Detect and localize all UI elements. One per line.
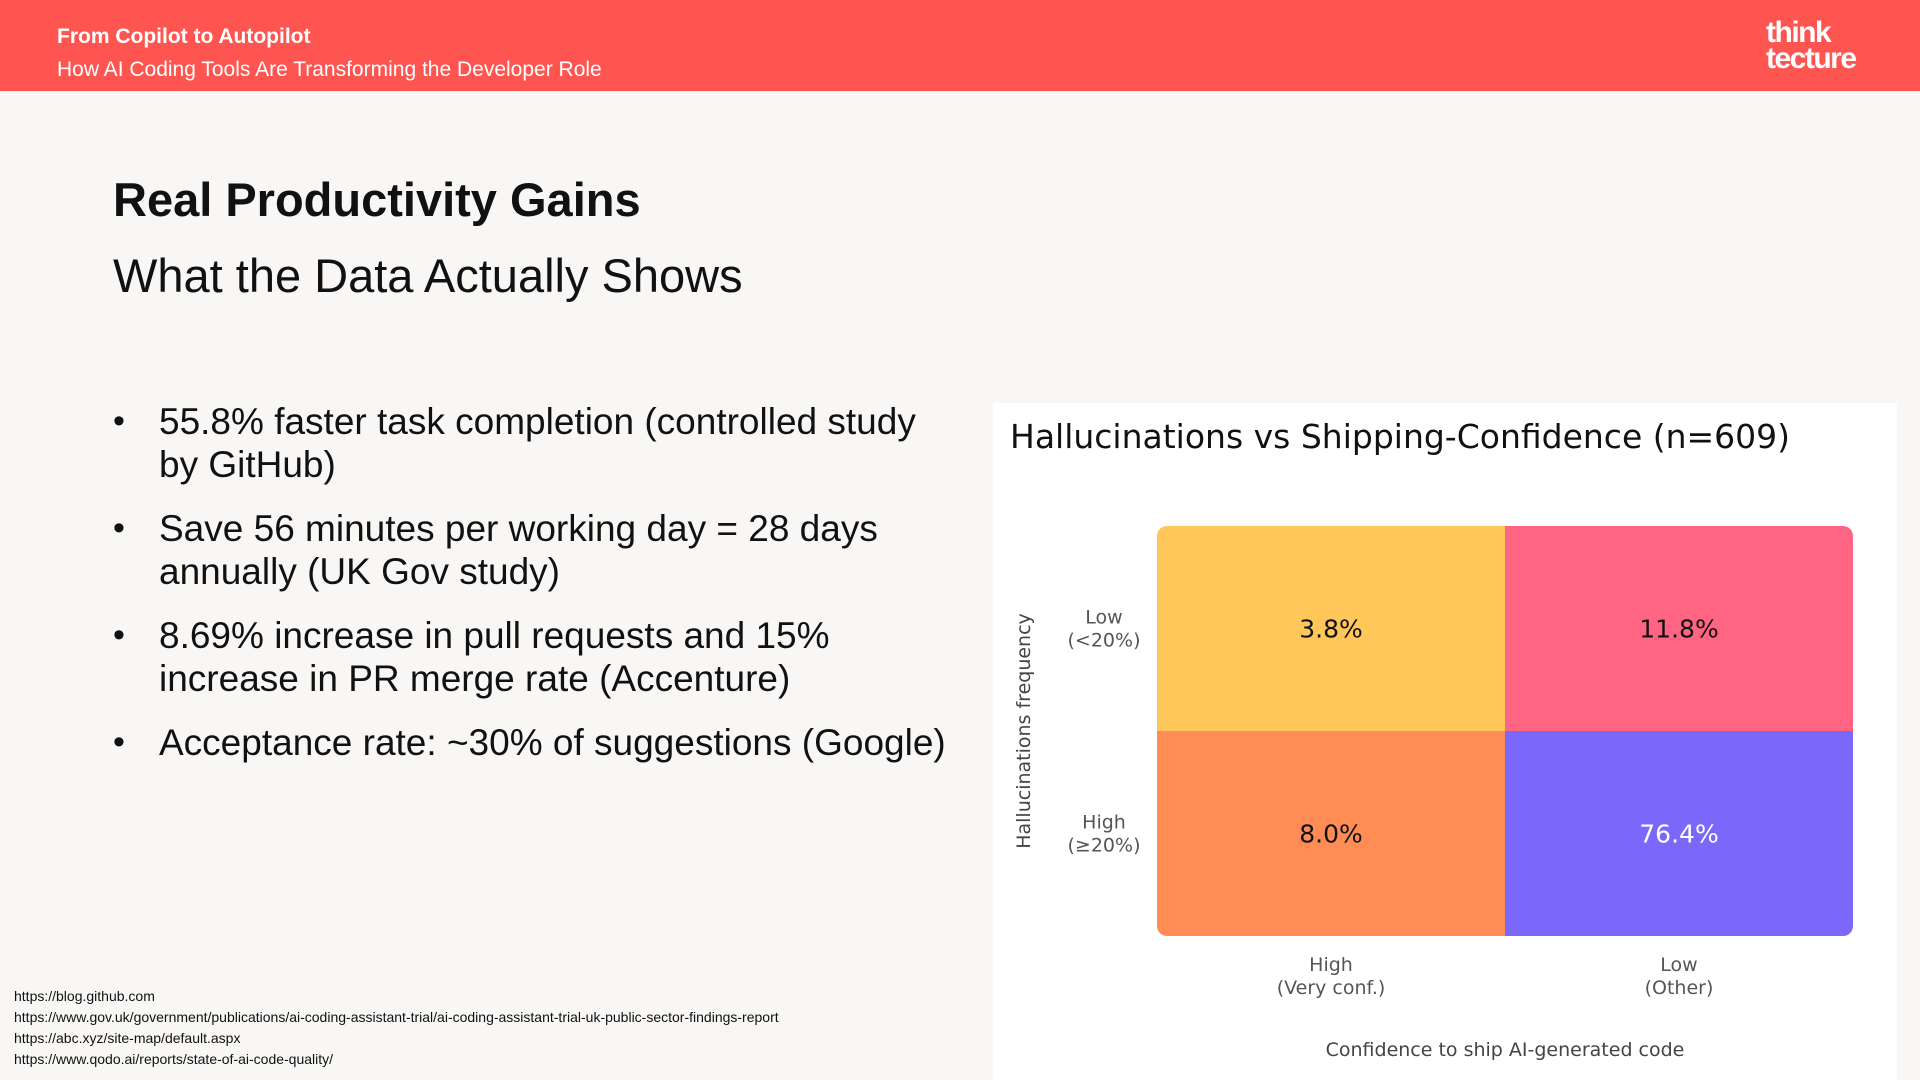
x-tick-label: (Very conf.) bbox=[1277, 977, 1386, 999]
bullet-text: 55.8% faster task completion (controlled… bbox=[159, 401, 916, 485]
heatmap-cell-label: 3.8% bbox=[1299, 615, 1363, 644]
heatmap-cell-label: 8.0% bbox=[1299, 820, 1363, 849]
heatmap-chart: Hallucinations vs Shipping-Confidence (n… bbox=[1010, 417, 1853, 1061]
slide-title: Real Productivity Gains bbox=[113, 173, 641, 226]
x-tick-label: Low bbox=[1660, 954, 1697, 976]
y-axis-label: Hallucinations frequency bbox=[1013, 613, 1035, 849]
thinktecture-logo: think tecture bbox=[1766, 16, 1857, 75]
bullet-item: • 8.69% increase in pull requests and 15%… bbox=[113, 614, 963, 700]
bullet-text: 8.69% increase in pull requests and 15% … bbox=[159, 615, 830, 699]
bullet-item: • 55.8% faster task completion (controlle… bbox=[113, 400, 963, 486]
heatmap-grid bbox=[1157, 526, 1853, 936]
heatmap-cell bbox=[1157, 731, 1505, 936]
bullet-list: • 55.8% faster task completion (controlle… bbox=[113, 400, 963, 785]
heatmap-cell-label: 11.8% bbox=[1639, 615, 1718, 644]
x-tick-label: (Other) bbox=[1645, 977, 1714, 999]
y-tick-label: (<20%) bbox=[1068, 630, 1141, 652]
bullet-item: • Save 56 minutes per working day = 28 da… bbox=[113, 507, 963, 593]
source-link[interactable]: https://blog.github.com bbox=[14, 988, 155, 1004]
heatmap-chart-panel: Hallucinations vs Shipping-Confidence (n… bbox=[993, 403, 1897, 1080]
logo-line-2: tecture bbox=[1766, 42, 1857, 75]
y-tick-label: High bbox=[1082, 812, 1126, 834]
bullet-icon: • bbox=[113, 723, 125, 761]
bullet-item: • Acceptance rate: ~30% of suggestions (G… bbox=[113, 721, 963, 764]
source-link[interactable]: https://www.qodo.ai/reports/state-of-ai-… bbox=[14, 1051, 334, 1067]
source-link[interactable]: https://abc.xyz/site-map/default.aspx bbox=[14, 1030, 241, 1046]
heatmap-cell bbox=[1505, 731, 1853, 936]
source-link[interactable]: https://www.gov.uk/government/publicatio… bbox=[14, 1009, 779, 1025]
deck-title: From Copilot to Autopilot bbox=[57, 25, 311, 48]
heatmap-cell-label: 76.4% bbox=[1639, 820, 1718, 849]
logo-line-1: think bbox=[1766, 16, 1832, 49]
heatmap-cell bbox=[1505, 526, 1853, 731]
bullet-text: Save 56 minutes per working day = 28 day… bbox=[159, 508, 878, 592]
bullet-icon: • bbox=[113, 402, 125, 440]
source-links: https://blog.github.com https://www.gov.… bbox=[14, 986, 779, 1070]
y-tick-label: Low bbox=[1085, 607, 1122, 629]
y-tick-label: (≥20%) bbox=[1068, 835, 1141, 857]
header-bar: From Copilot to Autopilot How AI Coding … bbox=[0, 0, 1920, 91]
deck-subtitle: How AI Coding Tools Are Transforming the… bbox=[57, 58, 602, 81]
bullet-icon: • bbox=[113, 509, 125, 547]
bullet-icon: • bbox=[113, 616, 125, 654]
chart-title: Hallucinations vs Shipping-Confidence (n… bbox=[1010, 417, 1790, 456]
bullet-text: Acceptance rate: ~30% of suggestions (Go… bbox=[159, 722, 946, 763]
x-axis-label: Confidence to ship AI-generated code bbox=[1326, 1039, 1685, 1061]
heatmap-cell bbox=[1157, 526, 1505, 731]
x-tick-label: High bbox=[1309, 954, 1353, 976]
slide-subtitle: What the Data Actually Shows bbox=[113, 249, 743, 302]
